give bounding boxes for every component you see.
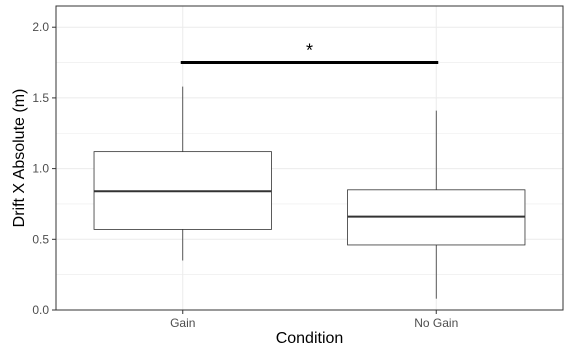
y-tick-label: 0.0 [32,303,49,317]
x-axis: Gain No Gain [170,310,458,330]
y-tick-label: 1.5 [32,91,49,105]
y-axis-title: Drift X Absolute (m) [11,89,28,228]
y-tick-label: 0.5 [32,232,49,246]
significance-label: * [306,41,313,61]
y-tick-label: 1.0 [32,162,49,176]
x-axis-title: Condition [276,330,344,347]
box-no-gain [347,110,526,299]
x-tick-label: Gain [170,316,195,330]
box-series [93,86,526,299]
y-tick-label: 2.0 [32,20,49,34]
box-gain [93,86,272,261]
x-tick-label: No Gain [414,316,458,330]
y-axis: 0.0 0.5 1.0 1.5 2.0 [32,20,56,317]
panel-border [55,5,564,311]
significance-annotation: * [180,41,439,65]
